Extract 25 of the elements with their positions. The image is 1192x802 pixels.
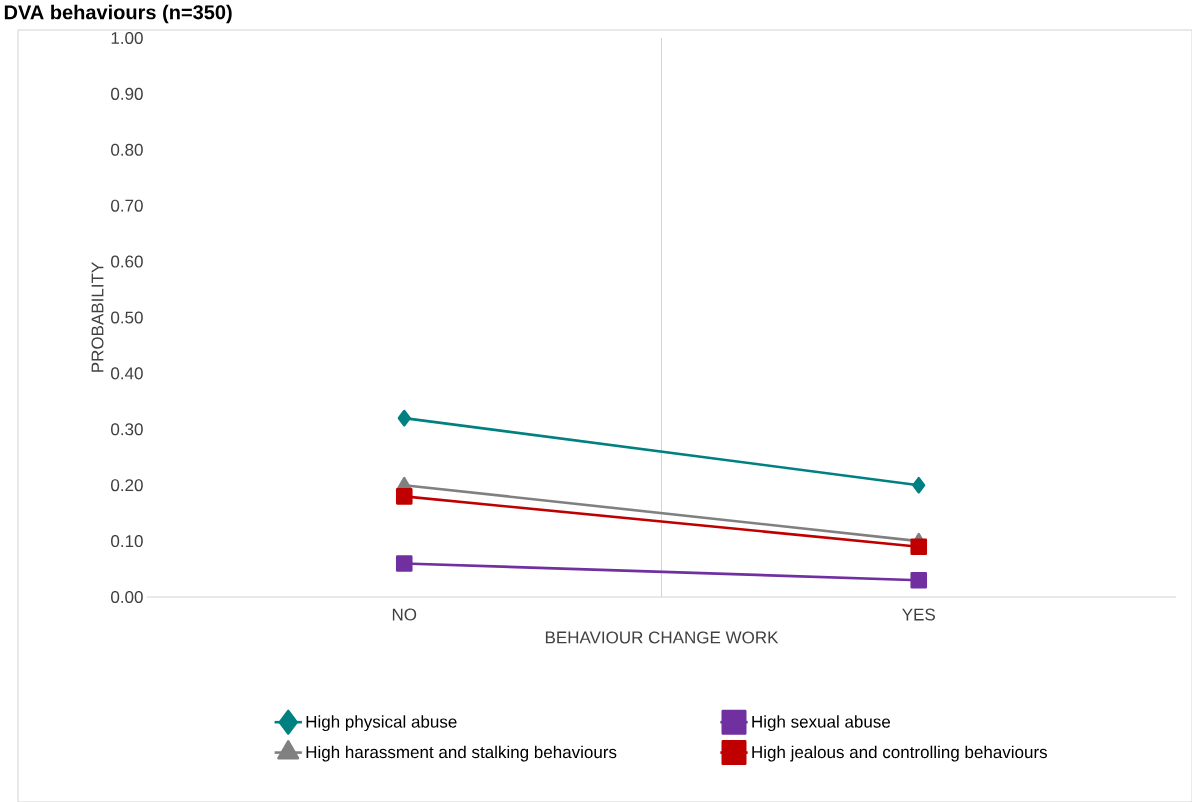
y-tick-label: 1.00 <box>111 31 143 45</box>
x-axis-title: BEHAVIOUR CHANGE WORK <box>545 631 779 644</box>
chart-title: DVA behaviours (n=350) <box>4 4 232 24</box>
y-tick-label: 0.00 <box>111 590 143 604</box>
legend-label: High physical abuse <box>306 715 457 732</box>
point <box>395 488 413 505</box>
y-tick-label: 0.50 <box>111 311 143 324</box>
y-axis-title: PROBABILITY <box>91 262 104 372</box>
y-tick-label: 0.90 <box>111 87 143 100</box>
y-tick-label: 0.80 <box>111 143 143 156</box>
point <box>912 476 926 494</box>
legend-label: High harassment and stalking behaviours <box>306 745 617 762</box>
y-tick-label: 0.40 <box>111 367 143 380</box>
point <box>910 571 928 589</box>
point <box>397 409 411 427</box>
legend-label: High sexual abuse <box>752 715 891 732</box>
y-tick-label: 0.20 <box>111 479 143 492</box>
y-tick-label: 0.60 <box>111 255 143 268</box>
y-tick-label: 0.30 <box>111 423 143 436</box>
point <box>395 555 413 572</box>
legend-label: High jealous and controlling behaviours <box>752 745 1048 762</box>
x-tick-label: YES <box>902 608 935 621</box>
y-tick-label: 0.70 <box>111 199 143 212</box>
y-tick-label: 0.10 <box>111 535 143 548</box>
x-tick-label: NO <box>392 608 417 621</box>
